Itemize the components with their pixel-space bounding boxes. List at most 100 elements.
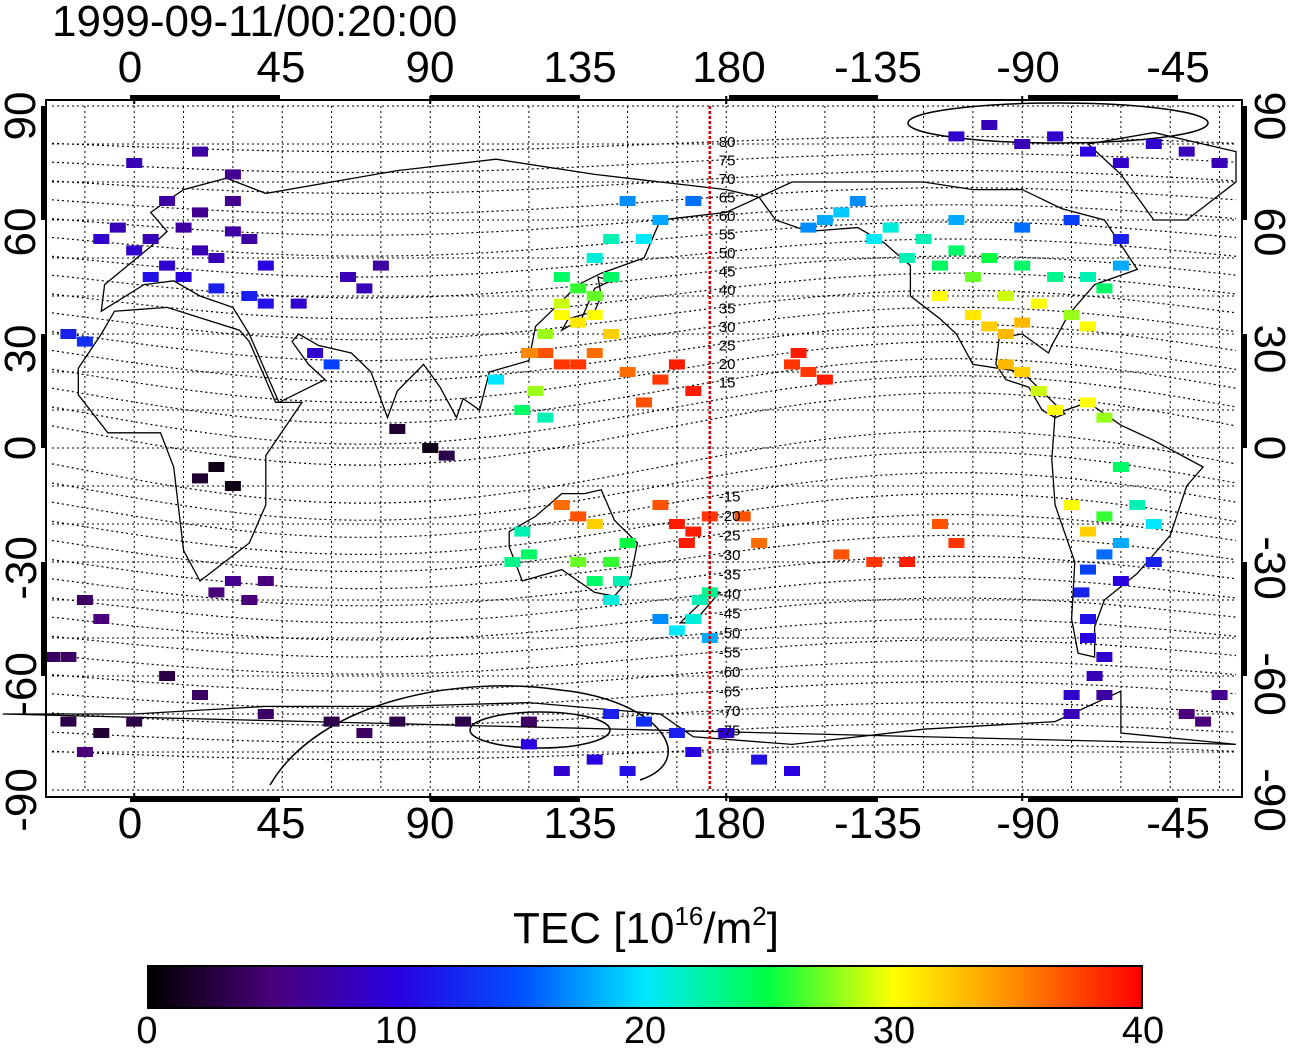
tec-cell bbox=[514, 526, 531, 537]
tec-cell bbox=[586, 253, 603, 263]
tec-cell bbox=[241, 234, 258, 244]
tec-cell bbox=[44, 652, 60, 662]
tec-cell bbox=[553, 272, 570, 282]
tec-cell bbox=[126, 158, 143, 168]
tec-cell bbox=[948, 245, 965, 256]
tec-cell bbox=[619, 367, 636, 377]
tec-cell bbox=[208, 587, 225, 598]
tick-lat-right-minus30: -30 bbox=[1245, 536, 1292, 600]
tec-cell bbox=[1080, 397, 1096, 408]
frame-tick bbox=[725, 96, 728, 104]
tec-cell bbox=[932, 260, 948, 271]
frame-bar bbox=[130, 95, 280, 100]
tec-cell bbox=[1096, 690, 1113, 700]
frame-bar bbox=[430, 95, 580, 100]
tec-cell bbox=[553, 298, 570, 309]
tick-lon-bottom-45: 45 bbox=[256, 799, 306, 848]
colorbar-tick-0: 0 bbox=[136, 1010, 158, 1052]
tick-lat-left-minus30: -30 bbox=[0, 536, 46, 600]
tec-cell bbox=[1014, 317, 1031, 328]
tec-cell bbox=[915, 234, 932, 244]
tec-cell bbox=[1112, 260, 1129, 271]
coastline-greenland bbox=[1086, 131, 1237, 221]
tec-cell bbox=[570, 359, 587, 370]
tick-lon-bottom-0: 0 bbox=[117, 799, 143, 848]
tec-cell bbox=[520, 348, 537, 358]
tec-cell bbox=[816, 374, 833, 385]
coastline-south-america bbox=[1051, 401, 1205, 658]
tec-cell bbox=[1112, 538, 1129, 548]
tec-cell bbox=[1014, 139, 1031, 149]
tec-cell bbox=[1178, 709, 1195, 719]
tick-lat-right-60: 60 bbox=[1245, 207, 1292, 257]
tec-cell bbox=[849, 196, 866, 206]
tec-cell bbox=[1096, 283, 1113, 294]
tec-cell bbox=[76, 747, 93, 757]
tec-cell bbox=[224, 169, 241, 180]
frame-tick-marks bbox=[41, 95, 1247, 802]
frame-bar bbox=[729, 95, 878, 100]
tec-cell bbox=[422, 443, 439, 453]
tec-cell bbox=[685, 747, 702, 757]
tec-cell bbox=[323, 716, 340, 727]
tec-cell bbox=[389, 716, 406, 727]
contour-label: 75 bbox=[719, 153, 736, 170]
tec-cell bbox=[76, 336, 93, 347]
tec-cell bbox=[1080, 564, 1096, 575]
tec-cell bbox=[159, 196, 176, 206]
contour-label: -60 bbox=[719, 664, 741, 681]
tec-cell bbox=[93, 234, 110, 244]
mag-lat-contour bbox=[51, 576, 1237, 624]
tec-cell bbox=[981, 321, 998, 332]
tec-cell bbox=[1096, 549, 1113, 560]
tec-cell bbox=[257, 298, 274, 309]
tec-cell bbox=[438, 450, 455, 461]
tec-cell bbox=[537, 412, 554, 423]
contour-label: 35 bbox=[719, 301, 736, 318]
tick-lon-top-180: 180 bbox=[692, 43, 766, 92]
mag-lat-contour bbox=[51, 555, 1237, 607]
tec-cell bbox=[586, 576, 603, 586]
map-frame bbox=[45, 99, 1243, 798]
mag-lat-contour bbox=[51, 289, 1237, 341]
mag-lat-contour bbox=[51, 375, 1237, 445]
frame-bar bbox=[1242, 562, 1247, 676]
tec-cell bbox=[981, 253, 998, 263]
tick-lon-top-0: 0 bbox=[117, 43, 143, 92]
tec-cell bbox=[192, 207, 208, 218]
mag-lat-contour bbox=[51, 341, 1237, 403]
tec-cell bbox=[603, 329, 620, 339]
tec-cell bbox=[60, 329, 77, 339]
tick-lon-top-90: 90 bbox=[405, 43, 455, 92]
bottom-longitude-ticks: 0 45 90 135 180 -135 -90 -45 bbox=[0, 800, 1292, 850]
tec-cell bbox=[159, 671, 176, 681]
tec-cell bbox=[866, 234, 883, 244]
tec-cell bbox=[1145, 519, 1162, 529]
tec-cell bbox=[685, 196, 702, 206]
tec-cell bbox=[514, 405, 531, 415]
tec-cell bbox=[668, 519, 685, 529]
tec-cell bbox=[553, 310, 570, 320]
tick-lat-right-minus90: -90 bbox=[1245, 768, 1292, 832]
tec-cell bbox=[504, 557, 521, 567]
contour-label: 65 bbox=[719, 190, 736, 207]
tec-cell bbox=[948, 538, 965, 548]
tec-cell bbox=[192, 473, 208, 484]
tec-cell bbox=[668, 625, 685, 636]
tec-cell bbox=[603, 234, 620, 244]
tec-cell bbox=[932, 291, 948, 301]
graticule-grid bbox=[52, 105, 1236, 791]
contour-label: 20 bbox=[719, 356, 736, 373]
contour-label: -70 bbox=[719, 703, 741, 720]
contour-label: 50 bbox=[719, 245, 736, 262]
tec-cell bbox=[93, 614, 110, 624]
mag-lat-contour bbox=[51, 639, 1237, 675]
contour-label: 15 bbox=[719, 375, 736, 392]
tick-lon-bottom-180: 180 bbox=[692, 799, 766, 848]
tec-cell bbox=[833, 207, 850, 218]
contour-label: -40 bbox=[719, 586, 741, 603]
mag-lat-contour bbox=[51, 513, 1237, 573]
tec-cell bbox=[126, 716, 143, 727]
mag-lat-contour bbox=[51, 272, 1237, 320]
tec-cell bbox=[586, 348, 603, 358]
